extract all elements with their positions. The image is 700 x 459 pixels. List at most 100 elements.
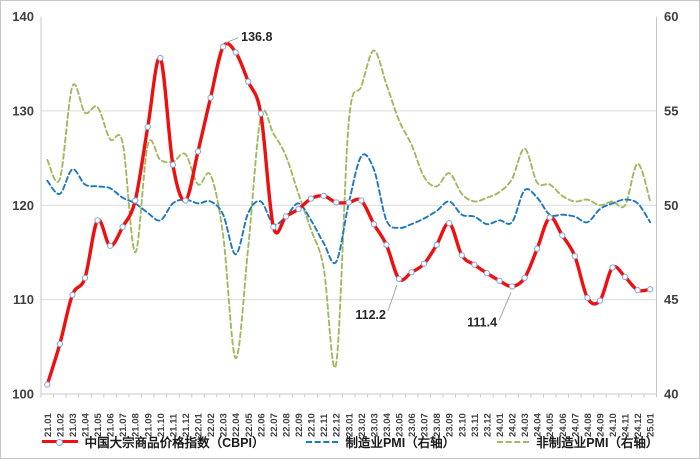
cbpi-data-point-marker (496, 277, 503, 284)
cbpi-data-point-marker (144, 123, 151, 131)
legend-item-mfg-pmi: 制造业PMI（右轴） (306, 432, 455, 451)
cbpi-data-point-marker (420, 260, 428, 267)
x-axis-label: 23.01 (344, 413, 355, 437)
legend-item-nonmfg-pmi: 非制造业PMI（右轴） (497, 432, 658, 451)
x-axis-label: 22.10 (307, 413, 318, 437)
cbpi-data-point-marker (44, 381, 51, 388)
mfg-pmi-line-sample-icon (306, 440, 339, 443)
cbpi-data-point-marker (56, 340, 63, 348)
x-axis-label: 23.10 (457, 413, 468, 437)
cbpi-data-point-marker (257, 110, 264, 117)
legend-label-cbpi: 中国大宗商品价格指数（CBPI） (84, 436, 265, 450)
x-axis-label: 22.09 (294, 413, 305, 437)
cbpi-data-point-marker (333, 199, 340, 206)
cbpi-data-point-marker (345, 199, 352, 206)
x-axis-label: 24.01 (495, 413, 506, 437)
x-axis-label: 21.10 (156, 413, 167, 437)
chart-legend: 中国大宗商品价格指数（CBPI） 制造业PMI（右轴） 非制造业PMI（右轴） (1, 432, 699, 451)
cbpi-data-point-marker (609, 264, 616, 271)
cbpi-data-point-marker (483, 270, 491, 277)
cbpi-data-point-marker (132, 197, 139, 204)
x-axis-label: 23.03 (369, 413, 380, 437)
cbpi-data-point-marker (157, 54, 164, 62)
right-axis-tick-label: 45 (664, 292, 678, 307)
annotation-label: 136.8 (241, 30, 272, 44)
x-axis-label: 24.06 (558, 413, 569, 437)
annotation-leader-line (387, 284, 398, 312)
right-axis-tick-label: 40 (664, 387, 678, 402)
x-axis-label: 21.07 (118, 413, 129, 437)
x-axis-label: 24.11 (621, 413, 632, 437)
x-axis-label: 23.09 (445, 413, 456, 437)
cbpi-data-point-marker (69, 291, 76, 299)
x-axis-label: 21.11 (168, 413, 179, 437)
x-axis-label: 24.10 (608, 413, 619, 437)
x-axis-label: 22.01 (194, 413, 205, 437)
x-axis-label: 21.05 (93, 413, 104, 437)
x-axis-label: 21.02 (55, 413, 66, 437)
x-axis-label: 22.11 (319, 413, 330, 437)
cbpi-data-point-marker (320, 192, 327, 199)
x-axis-label: 23.05 (394, 413, 405, 437)
cbpi-data-point-marker (508, 283, 516, 290)
legend-item-cbpi: 中国大宗商品价格指数（CBPI） (41, 432, 265, 451)
cbpi-data-point-marker (232, 49, 239, 56)
x-axis-label: 23.08 (432, 413, 443, 437)
cbpi-data-point-marker (395, 275, 403, 283)
x-axis-label: 23.11 (470, 413, 481, 437)
nonmfg-pmi-line-sample-icon (497, 440, 530, 443)
cbpi-data-point-marker (119, 223, 126, 231)
cbpi-data-point-marker (245, 78, 252, 85)
x-axis-label: 22.02 (206, 413, 217, 437)
nonmfg-pmi-series-line (46, 49, 652, 369)
right-axis-tick-label: 55 (664, 103, 678, 118)
left-axis-tick-label: 110 (13, 292, 34, 307)
cbpi-data-point-marker (106, 242, 114, 249)
cbpi-marker-icon (56, 438, 64, 446)
cbpi-data-point-marker (458, 252, 465, 259)
cbpi-data-point-marker (433, 241, 440, 249)
x-axis-label: 23.02 (357, 413, 368, 437)
cbpi-data-point-marker (534, 245, 541, 252)
cbpi-series-line (45, 41, 652, 387)
right-axis-tick-label: 60 (664, 9, 678, 24)
left-axis-tick-label: 100 (12, 387, 34, 402)
annotation-label: 112.2 (355, 308, 386, 322)
left-axis-tick-label: 120 (12, 198, 34, 213)
cbpi-data-point-marker (584, 294, 591, 301)
x-axis-label: 22.06 (256, 413, 267, 437)
cbpi-data-point-marker (282, 213, 290, 220)
cbpi-data-point-marker (446, 220, 453, 227)
mfg-pmi-series-line (46, 153, 652, 265)
x-axis-label: 24.03 (520, 413, 531, 437)
x-axis-label: 24.12 (633, 413, 644, 437)
cbpi-data-point-marker (571, 253, 579, 260)
cbpi-data-point-marker (383, 241, 390, 249)
x-axis-label: 23.12 (482, 413, 493, 437)
x-axis-label: 24.02 (508, 413, 519, 437)
cbpi-line-sample-icon (41, 438, 78, 446)
x-axis-label: 21.09 (143, 413, 154, 437)
cbpi-data-point-marker (634, 287, 641, 294)
cbpi-data-point-marker (596, 297, 604, 304)
left-axis-tick-label: 130 (12, 103, 34, 118)
x-axis-label: 22.07 (269, 413, 280, 437)
x-axis-label: 21.04 (80, 413, 91, 437)
cbpi-data-point-marker (219, 43, 227, 50)
cbpi-data-point-marker (94, 217, 101, 224)
x-axis-label: 23.07 (420, 413, 431, 437)
cbpi-data-point-marker (270, 223, 277, 231)
x-axis-label: 24.07 (570, 413, 581, 437)
x-axis-label: 24.08 (583, 413, 594, 437)
cbpi-data-point-marker (169, 161, 177, 168)
x-axis-label: 23.06 (407, 413, 418, 437)
x-axis-label: 24.09 (595, 413, 606, 437)
x-axis-label: 22.04 (231, 413, 242, 437)
annotation-leader-line (224, 37, 239, 44)
cbpi-data-point-marker (81, 274, 89, 282)
x-axis-label: 22.03 (219, 413, 230, 437)
right-axis-tick-label: 50 (664, 198, 678, 213)
cbpi-data-point-marker (207, 94, 214, 101)
